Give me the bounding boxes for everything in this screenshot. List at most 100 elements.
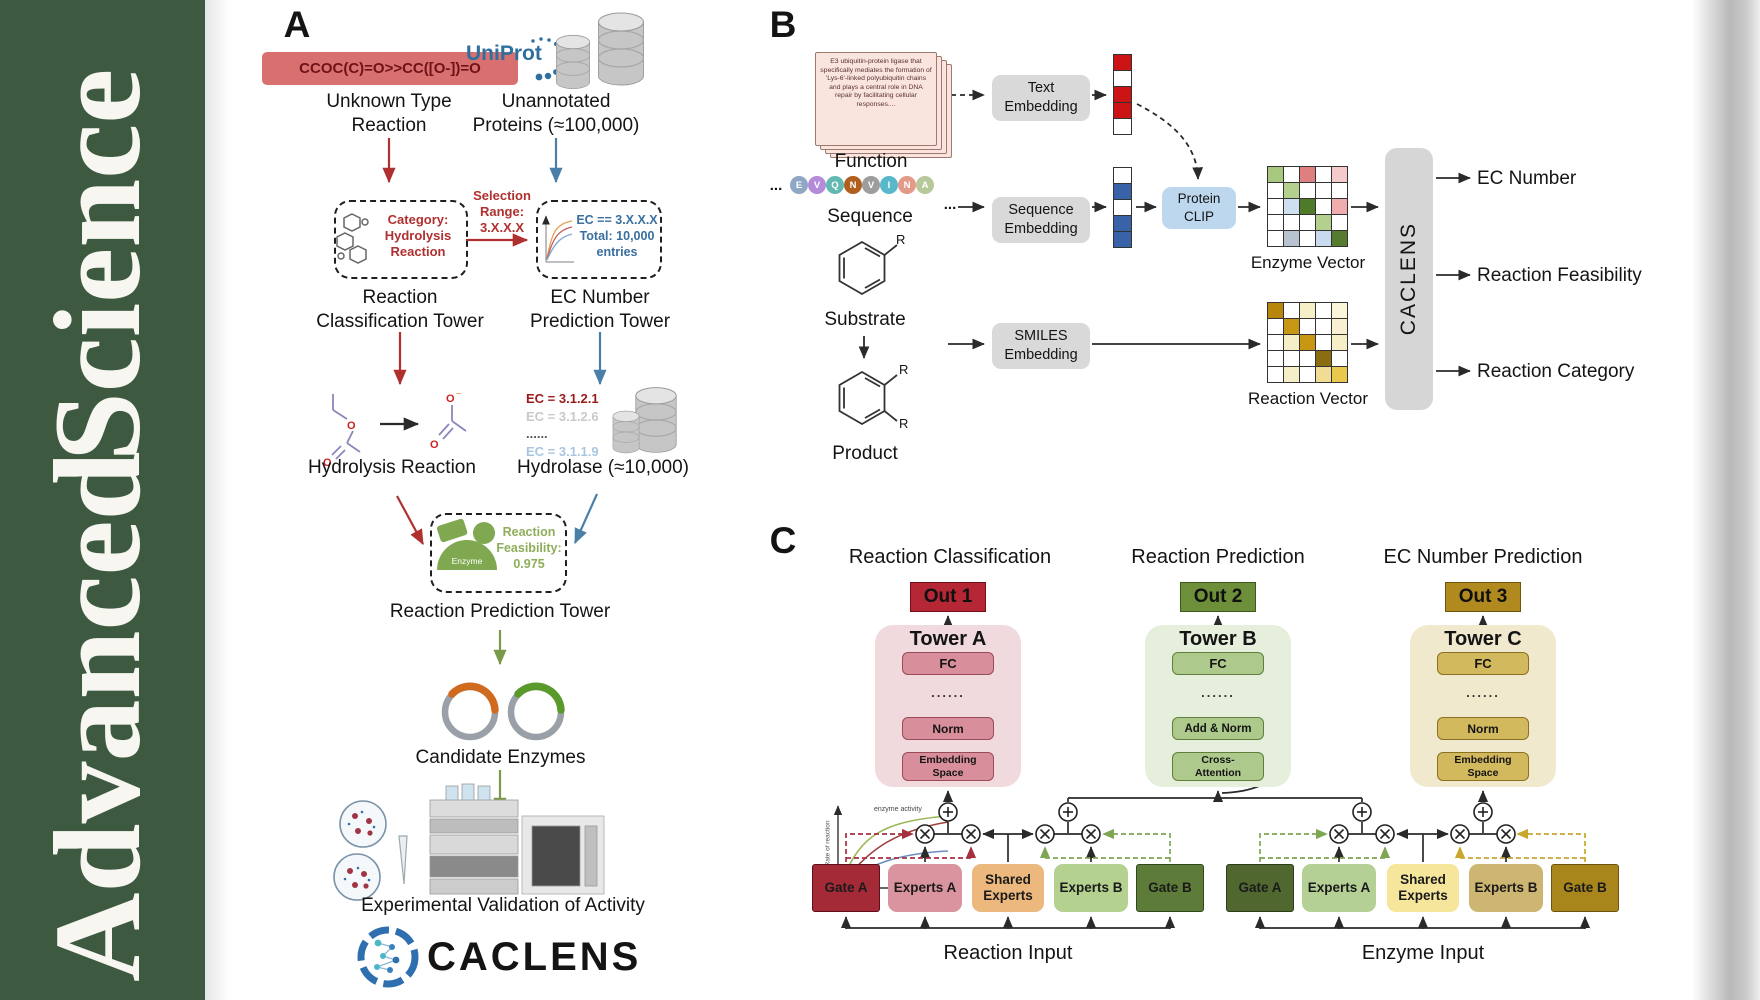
matrix-cell	[1300, 231, 1315, 246]
sequence-label: Sequence	[827, 206, 913, 227]
tower-b-cross-attention-block: Cross- Attention	[1172, 752, 1264, 781]
vector-cell	[1114, 119, 1131, 134]
gate-dashed-lines	[845, 828, 1586, 862]
reaction-gate-a-box: Gate A	[812, 864, 880, 912]
acetate-molecule	[438, 405, 467, 440]
protein-clip-box: Protein CLIP	[1162, 187, 1236, 229]
product-r-group-bottom-label: R	[899, 416, 909, 431]
reaction-classification-tower-label: Reaction Classification Tower	[316, 287, 484, 332]
unknown-type-reaction-label: Unknown Type Reaction	[326, 91, 452, 136]
add-node	[938, 802, 958, 822]
ec-curves-icon	[542, 215, 574, 263]
residue-chip: E	[790, 176, 808, 194]
panelC-out-arrows	[942, 615, 1489, 628]
enzyme-experts-a-box: Experts A	[1302, 864, 1376, 912]
matrix-cell	[1300, 167, 1315, 182]
panel-a-label: A	[283, 4, 311, 45]
page-edge-shading	[1692, 0, 1760, 1000]
matrix-cell	[1316, 167, 1331, 182]
text-embedding-vector	[1113, 54, 1132, 135]
matrix-cell	[1268, 231, 1283, 246]
matrix-cell	[1316, 319, 1331, 334]
database-icons-unannotated	[555, 12, 645, 90]
matrix-cell	[1332, 303, 1347, 318]
matrix-cell	[1268, 167, 1283, 182]
matrix-cell	[1268, 303, 1283, 318]
matrix-cell	[1316, 303, 1331, 318]
sequence-embedding-box: Sequence Embedding	[992, 197, 1090, 243]
out3-box: Out 3	[1445, 582, 1521, 612]
svg-text:O: O	[323, 457, 332, 469]
reaction-prediction-tower-label: Reaction Prediction Tower	[389, 601, 611, 622]
pipette-tube-icon	[398, 835, 408, 885]
candidate-enzymes-label: Candidate Enzymes	[415, 747, 586, 768]
vector-cell	[1114, 103, 1131, 118]
matrix-cell	[1332, 231, 1347, 246]
matrix-cell	[1300, 367, 1315, 382]
vector-cell	[1114, 216, 1131, 231]
tower-c-norm-block: Norm	[1437, 717, 1529, 740]
reaction-experts-a-box: Experts A	[888, 864, 962, 912]
tower-a-dots: ......	[931, 685, 965, 700]
matrix-cell	[1284, 215, 1299, 230]
reaction-input-label: Reaction Input	[943, 942, 1073, 964]
hydrolysis-reaction-label: Hydrolysis Reaction	[308, 457, 476, 478]
reaction-classification-header: Reaction Classification	[848, 546, 1052, 568]
tower-a-fc-block: FC	[902, 652, 994, 675]
matrix-cell	[1268, 319, 1283, 334]
matrix-cell	[1268, 215, 1283, 230]
matrix-cell	[1332, 367, 1347, 382]
panel-c-label: C	[769, 520, 797, 561]
reaction-shared-experts-box: Shared Experts	[972, 864, 1044, 912]
hplc-instrument-icon	[429, 783, 605, 895]
matrix-cell	[1268, 351, 1283, 366]
tower-c-dots: ......	[1466, 685, 1500, 700]
matrix-cell	[1332, 319, 1347, 334]
matrix-cell	[1300, 183, 1315, 198]
vector-cell	[1114, 184, 1131, 199]
matrix-cell	[1316, 367, 1331, 382]
enzyme-gate-a-box: Gate A	[1226, 864, 1294, 912]
product-benzene-ring	[838, 370, 898, 426]
matrix-cell	[1300, 335, 1315, 350]
svg-text:O: O	[430, 439, 439, 451]
function-label: Function	[834, 151, 908, 172]
residue-chip: V	[808, 176, 826, 194]
matrix-cell	[1268, 199, 1283, 214]
reaction-gate-b-box: Gate B	[1136, 864, 1204, 912]
tower-b-dots: ......	[1201, 685, 1235, 700]
product-label: Product	[832, 443, 898, 464]
tower-a-embedding-space-block: Embedding Space	[902, 752, 994, 781]
matrix-cell	[1300, 351, 1315, 366]
multiply-node	[1035, 824, 1055, 844]
reaction-classification-result-box	[334, 200, 468, 279]
caclens-model-bar: CACLENS	[1385, 148, 1433, 410]
caclens-bar-text: CACLENS	[1397, 222, 1420, 336]
add-node	[1352, 802, 1372, 822]
enzyme-blob-label: Enzyme	[452, 556, 483, 566]
add-node	[1473, 802, 1493, 822]
uniprot-logo-text: UniProt	[466, 42, 542, 65]
caclens-logo-wordmark: CACLENS	[427, 935, 642, 979]
matrix-cell	[1316, 199, 1331, 214]
matrix-cell	[1332, 167, 1347, 182]
multiply-node	[1375, 824, 1395, 844]
out1-box: Out 1	[910, 582, 986, 612]
matrix-cell	[1300, 319, 1315, 334]
ec-selection-result-box	[536, 200, 662, 279]
ester-molecule	[331, 394, 361, 460]
ec-number-prediction-tower-label: EC Number Prediction Tower	[529, 287, 671, 332]
matrix-cell	[1316, 183, 1331, 198]
matrix-cell	[1284, 319, 1299, 334]
smiles-embedding-box: SMILES Embedding	[992, 323, 1090, 369]
text-embedding-box: Text Embedding	[992, 75, 1090, 121]
function-card-front: E3 ubiquitin-protein ligase that specifi…	[815, 52, 937, 146]
matrix-cell	[1316, 335, 1331, 350]
panel-b-label: B	[769, 4, 797, 45]
ec-total-entries-label: EC == 3.X.X.X Total: 10,000 entries	[576, 213, 658, 259]
panelA-arrows	[380, 138, 607, 814]
function-card-text: E3 ubiquitin-protein ligase that specifi…	[820, 58, 932, 108]
category-hydrolysis-label: Category: Hydrolysis Reaction	[384, 212, 452, 259]
